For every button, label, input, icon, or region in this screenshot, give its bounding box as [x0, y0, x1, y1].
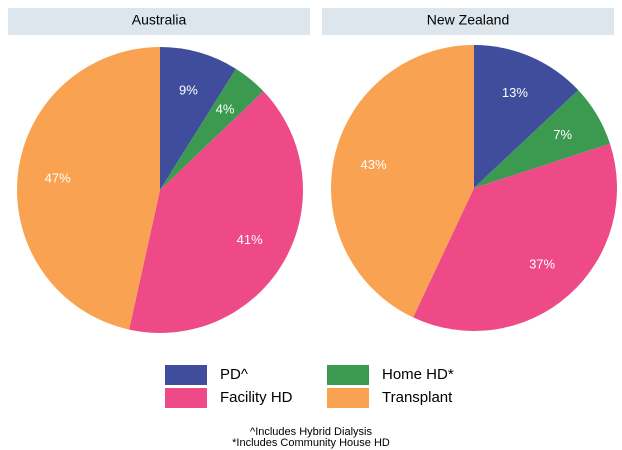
- pie-slice: [17, 47, 161, 330]
- legend-label: Transplant: [382, 389, 453, 406]
- slice-label: 13%: [502, 85, 528, 100]
- legend-swatch: [165, 388, 207, 408]
- footnote: ^Includes Hybrid Dialysis: [250, 426, 372, 438]
- pie-slice: [413, 143, 618, 331]
- slice-label: 43%: [361, 157, 387, 172]
- panel-header: [8, 8, 310, 35]
- legend-swatch: [165, 365, 207, 385]
- slice-label: 4%: [216, 102, 235, 117]
- legend-swatch: [327, 365, 369, 385]
- slice-label: 37%: [529, 257, 555, 272]
- legend-label: Facility HD: [220, 389, 293, 406]
- pie-slice: [331, 45, 474, 318]
- panel-header: [322, 8, 614, 35]
- slice-label: 47%: [45, 170, 71, 185]
- legend-label: PD^: [220, 366, 248, 383]
- pie-slice: [474, 90, 611, 188]
- legend-swatch: [327, 388, 369, 408]
- slice-label: 9%: [179, 82, 198, 97]
- slice-label: 7%: [553, 127, 572, 142]
- pie-slice: [129, 91, 303, 334]
- slice-label: 41%: [237, 232, 263, 247]
- legend-label: Home HD*: [382, 366, 454, 383]
- pie-slice: [474, 45, 579, 188]
- footnote: *Includes Community House HD: [232, 437, 390, 449]
- panel-title: Australia: [132, 12, 187, 28]
- pie-slice: [160, 47, 236, 190]
- panel-title: New Zealand: [427, 12, 510, 28]
- pie-slice: [160, 68, 264, 190]
